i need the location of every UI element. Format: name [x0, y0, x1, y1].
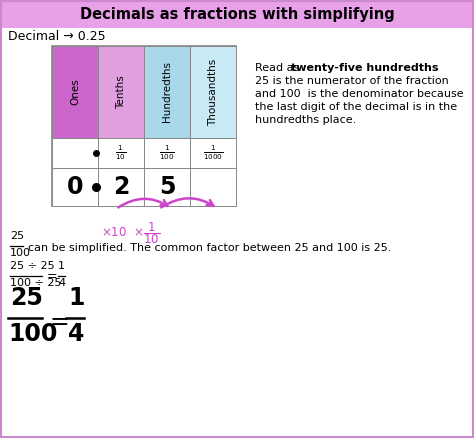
Bar — [52, 138, 98, 168]
Text: Decimal → 0.25: Decimal → 0.25 — [8, 31, 106, 43]
Bar — [52, 168, 98, 206]
Text: Read as: Read as — [255, 63, 303, 73]
Text: 4: 4 — [68, 322, 84, 346]
Text: 4: 4 — [58, 278, 65, 288]
Text: =: = — [47, 271, 58, 283]
Text: $\times$10  $\times\dfrac{1}{10}$: $\times$10 $\times\dfrac{1}{10}$ — [101, 220, 161, 246]
Bar — [98, 46, 144, 138]
FancyArrowPatch shape — [118, 199, 167, 208]
Text: 25: 25 — [10, 286, 43, 310]
Text: $\frac{1}{100}$: $\frac{1}{100}$ — [159, 144, 175, 162]
Text: 25: 25 — [10, 231, 24, 241]
FancyArrowPatch shape — [161, 198, 213, 208]
Text: hundredths place.: hundredths place. — [255, 115, 356, 125]
Text: 2: 2 — [113, 175, 129, 199]
Bar — [190, 168, 236, 206]
Text: 100 ÷ 25: 100 ÷ 25 — [10, 278, 62, 288]
Bar — [190, 138, 236, 168]
Bar — [52, 46, 98, 138]
Text: can be simplified. The common factor between 25 and 100 is 25.: can be simplified. The common factor bet… — [28, 243, 392, 253]
Text: the last digit of the decimal is in the: the last digit of the decimal is in the — [255, 102, 457, 112]
Text: 100: 100 — [10, 248, 31, 258]
Text: 100: 100 — [8, 322, 57, 346]
Text: 1: 1 — [68, 286, 84, 310]
Text: Tenths: Tenths — [116, 75, 126, 109]
Text: =: = — [50, 310, 70, 334]
Text: $\frac{1}{1000}$: $\frac{1}{1000}$ — [203, 144, 223, 162]
Bar — [0, 0, 474, 28]
Bar — [144, 46, 190, 138]
Bar — [144, 168, 190, 206]
Bar — [52, 46, 236, 206]
Text: 1: 1 — [58, 261, 65, 271]
Text: and 100  is the denominator because: and 100 is the denominator because — [255, 89, 464, 99]
Text: 25 ÷ 25: 25 ÷ 25 — [10, 261, 55, 271]
Text: $\frac{1}{10}$: $\frac{1}{10}$ — [115, 144, 127, 162]
Text: Thousandths: Thousandths — [208, 58, 218, 126]
Text: Ones: Ones — [70, 79, 80, 106]
Text: 25 is the numerator of the fraction: 25 is the numerator of the fraction — [255, 76, 449, 86]
Text: Decimals as fractions with simplifying: Decimals as fractions with simplifying — [80, 7, 394, 21]
Text: 5: 5 — [159, 175, 175, 199]
Bar — [98, 138, 144, 168]
Text: 0: 0 — [67, 175, 83, 199]
Bar — [144, 138, 190, 168]
Text: Hundredths: Hundredths — [162, 61, 172, 123]
Text: twenty-five hundredths: twenty-five hundredths — [291, 63, 438, 73]
Bar — [190, 46, 236, 138]
Bar — [98, 168, 144, 206]
